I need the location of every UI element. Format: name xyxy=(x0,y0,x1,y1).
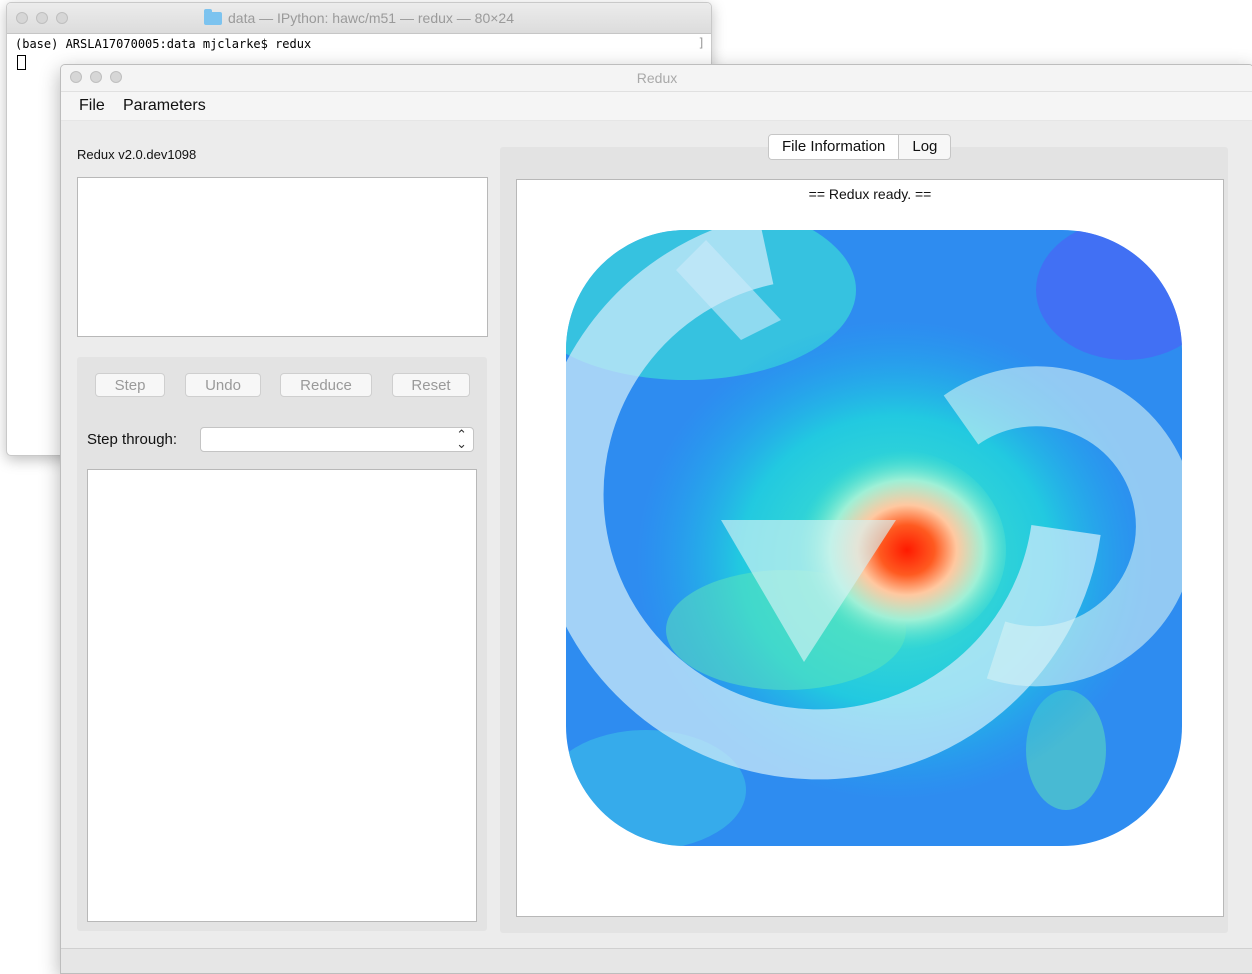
menu-parameters[interactable]: Parameters xyxy=(123,97,206,114)
tab-bar: File Information Log xyxy=(768,134,952,160)
version-label: Redux v2.0.dev1098 xyxy=(77,147,197,162)
redux-window: Redux File Parameters Redux v2.0.dev1098… xyxy=(60,64,1252,974)
menu-file[interactable]: File xyxy=(79,97,105,114)
status-message: == Redux ready. == xyxy=(808,186,932,202)
zoom-button[interactable] xyxy=(110,71,122,83)
zoom-button[interactable] xyxy=(56,12,68,24)
terminal-titlebar[interactable]: data — IPython: hawc/m51 — redux — 80×24 xyxy=(7,3,711,34)
terminal-scroll-marker: ] xyxy=(697,36,705,50)
folder-icon xyxy=(204,9,222,25)
minimize-button[interactable] xyxy=(36,12,48,24)
reduce-button[interactable]: Reduce xyxy=(280,373,372,397)
minimize-button[interactable] xyxy=(90,71,102,83)
status-bar xyxy=(61,948,1252,973)
control-panel: Step Undo Reduce Reset Step through: ⌃ ⌄ xyxy=(77,357,487,931)
close-button[interactable] xyxy=(16,12,28,24)
select-arrows-icon: ⌃ ⌄ xyxy=(456,427,467,451)
redux-logo xyxy=(566,230,1182,846)
terminal-title-text: data — IPython: hawc/m51 — redux — 80×24 xyxy=(228,10,514,26)
redux-titlebar[interactable]: Redux xyxy=(61,65,1252,92)
step-button[interactable]: Step xyxy=(95,373,165,397)
step-list[interactable] xyxy=(87,469,477,922)
step-through-label: Step through: xyxy=(87,431,178,448)
file-info-view[interactable]: == Redux ready. == xyxy=(516,179,1224,917)
undo-button[interactable]: Undo xyxy=(185,373,261,397)
tab-log[interactable]: Log xyxy=(912,138,938,155)
terminal-command-line: (base) ARSLA17070005:data mjclarke$ redu… xyxy=(15,37,312,51)
reset-button[interactable]: Reset xyxy=(392,373,470,397)
tab-file-information[interactable]: File Information xyxy=(769,135,900,159)
info-panel: File Information Log == Redux ready. == xyxy=(500,134,1228,933)
menubar: File Parameters xyxy=(61,92,1252,121)
redux-title: Redux xyxy=(636,70,678,86)
close-button[interactable] xyxy=(70,71,82,83)
step-through-select[interactable]: ⌃ ⌄ xyxy=(200,427,474,452)
terminal-cursor xyxy=(17,55,26,70)
terminal-title: data — IPython: hawc/m51 — redux — 80×24 xyxy=(7,9,711,26)
file-list[interactable] xyxy=(77,177,488,337)
